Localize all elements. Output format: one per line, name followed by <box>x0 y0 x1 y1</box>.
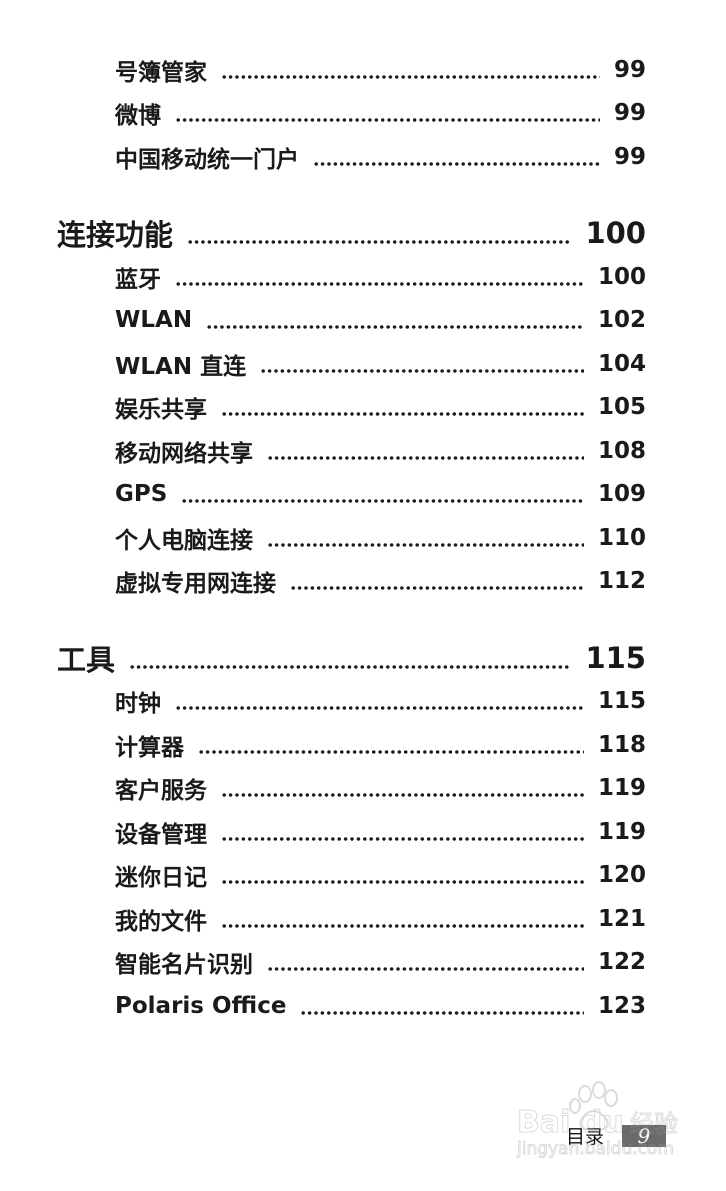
entry-title: 工具 <box>57 642 116 677</box>
entry-title: 娱乐共享 <box>115 397 207 424</box>
entry-page-number: 100 <box>585 216 646 250</box>
entry-page-number: 99 <box>613 56 646 83</box>
entry-title: 我的文件 <box>115 908 207 935</box>
dot-leader <box>221 411 584 418</box>
entry-title: 智能名片识别 <box>115 952 253 979</box>
footer-page-number: 9 <box>622 1124 667 1147</box>
entry-page-number: 123 <box>597 992 646 1019</box>
entry-title: WLAN <box>115 307 193 334</box>
entry-page-number: 108 <box>597 437 646 464</box>
entry-title: 设备管理 <box>115 821 207 848</box>
dot-leader <box>175 117 600 124</box>
entry-title: 计算器 <box>115 734 184 761</box>
dot-leader <box>181 498 584 505</box>
entry-page-number: 119 <box>597 775 646 802</box>
toc-entry: WLAN 102 <box>115 299 646 343</box>
toc-entry: 娱乐共享 105 <box>115 386 646 430</box>
footer-section-label: 目录 <box>566 1126 605 1148</box>
entry-page-number: 110 <box>597 524 646 551</box>
entry-title: 虚拟专用网连接 <box>115 571 276 598</box>
entry-page-number: 112 <box>597 568 646 595</box>
toc-entry: 移动网络共享 108 <box>115 429 646 473</box>
toc-entry: 我的文件 121 <box>115 897 646 941</box>
entry-title: 时钟 <box>115 691 161 718</box>
dot-leader <box>313 160 600 167</box>
entry-title: WLAN 直连 <box>115 353 247 380</box>
dot-leader <box>129 663 572 670</box>
entry-page-number: 99 <box>613 143 646 170</box>
dot-leader <box>221 922 584 929</box>
entry-page-number: 115 <box>585 640 646 675</box>
entry-title: 个人电脑连接 <box>115 527 253 554</box>
entry-page-number: 121 <box>597 905 646 932</box>
entry-page-number: 109 <box>597 481 646 508</box>
entry-title: 迷你日记 <box>115 865 207 892</box>
toc-entry: 蓝牙 100 <box>115 255 646 299</box>
dot-leader <box>290 585 584 592</box>
toc-entry: 迷你日记 120 <box>115 854 646 898</box>
entry-page-number: 105 <box>597 394 646 421</box>
entry-title: 号簿管家 <box>115 59 207 86</box>
table-of-contents: 号簿管家 99 微博 99 中国移动统一门户 99 连接功能 100 蓝牙 100 WLAN 102 W… <box>0 48 726 1028</box>
dot-leader <box>175 280 584 287</box>
entry-page-number: 115 <box>597 688 646 715</box>
dot-leader <box>187 239 572 245</box>
dot-leader <box>260 367 584 374</box>
dot-leader <box>175 705 584 712</box>
toc-section-entry: 工具 115 <box>57 636 646 680</box>
page-footer: 目录 9 <box>566 1122 667 1149</box>
entry-title: 移动网络共享 <box>115 440 253 467</box>
toc-entry: 虚拟专用网连接 112 <box>115 560 646 604</box>
toc-entry: 客户服务 119 <box>115 767 646 811</box>
toc-entry: Polaris Office 123 <box>115 984 646 1028</box>
toc-section-entry: 连接功能 100 <box>57 211 646 255</box>
dot-leader <box>300 1009 584 1016</box>
toc-entry: 个人电脑连接 110 <box>115 516 646 560</box>
entry-title: 连接功能 <box>57 218 174 252</box>
entry-page-number: 104 <box>597 350 646 377</box>
entry-title: Polaris Office <box>115 992 287 1019</box>
dot-leader <box>267 966 584 973</box>
entry-page-number: 120 <box>597 862 646 889</box>
entry-page-number: 119 <box>597 818 646 845</box>
entry-page-number: 99 <box>613 100 646 127</box>
entry-page-number: 122 <box>597 949 646 976</box>
entry-title: 客户服务 <box>115 778 207 805</box>
toc-entry: 号簿管家 99 <box>115 48 646 92</box>
entry-page-number: 118 <box>597 731 646 758</box>
toc-entry: 中国移动统一门户 99 <box>115 135 646 179</box>
toc-entry: 智能名片识别 122 <box>115 941 646 985</box>
entry-title: 微博 <box>115 103 161 130</box>
toc-entry: WLAN 直连 104 <box>115 342 646 386</box>
dot-leader <box>206 324 584 331</box>
entry-title: GPS <box>115 481 168 508</box>
dot-leader <box>221 835 584 842</box>
entry-title: 蓝牙 <box>115 266 161 293</box>
dot-leader <box>221 792 584 799</box>
dot-leader <box>221 73 600 80</box>
dot-leader <box>198 748 584 755</box>
toc-entry: 微博 99 <box>115 92 646 136</box>
toc-entry: 设备管理 119 <box>115 810 646 854</box>
entry-page-number: 100 <box>597 263 646 290</box>
dot-leader <box>221 879 584 886</box>
entry-page-number: 102 <box>597 307 646 334</box>
toc-entry: 时钟 115 <box>115 680 646 724</box>
dot-leader <box>267 541 584 548</box>
toc-entry: GPS 109 <box>115 473 646 517</box>
entry-title: 中国移动统一门户 <box>115 146 299 173</box>
dot-leader <box>267 454 584 461</box>
toc-entry: 计算器 118 <box>115 723 646 767</box>
